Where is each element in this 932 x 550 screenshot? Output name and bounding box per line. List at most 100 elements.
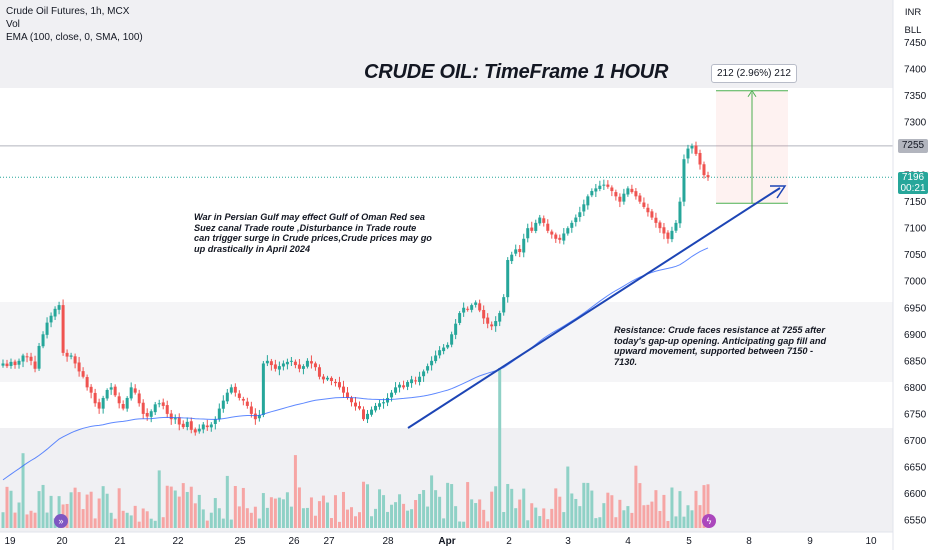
volume-bar: [494, 486, 498, 528]
candle-body: [530, 227, 534, 231]
volume-bar: [109, 512, 113, 528]
candle-body: [482, 309, 486, 319]
volume-bar: [161, 517, 165, 528]
ema-label[interactable]: EMA (100, close, 0, SMA, 100): [6, 32, 143, 43]
candle-body: [358, 406, 362, 409]
candle-body: [470, 305, 474, 310]
volume-bar: [77, 492, 81, 528]
volume-bar: [634, 465, 638, 528]
fast-forward-icon[interactable]: »: [54, 514, 68, 528]
candle-body: [658, 222, 662, 229]
volume-bar: [1, 512, 5, 528]
measure-label[interactable]: 212 (2.96%) 212: [711, 64, 797, 83]
candle-body: [366, 413, 370, 420]
volume-bar: [406, 510, 410, 528]
symbol-label[interactable]: Crude Oil Futures, 1h, MCX: [6, 6, 130, 17]
volume-bar: [121, 510, 125, 528]
volume-bar: [165, 485, 169, 528]
price-tick-label: 6950: [904, 303, 927, 314]
volume-bar: [49, 495, 53, 528]
volume-bar: [89, 491, 93, 528]
volume-bar: [526, 520, 530, 528]
candle-body: [682, 159, 686, 202]
candle-body: [558, 237, 562, 240]
candle-body: [574, 217, 578, 223]
time-tick-label: 26: [288, 536, 300, 547]
candle-body: [165, 405, 169, 414]
time-tick-label: 21: [114, 536, 126, 547]
candle-body: [454, 323, 458, 335]
candle-body: [546, 223, 550, 231]
trendline-arrow-head: [770, 185, 787, 199]
volume-bar: [466, 482, 470, 528]
candle-body: [213, 419, 217, 424]
volume-bar: [578, 506, 582, 528]
volume-bar: [293, 455, 297, 528]
volume-bar: [370, 516, 374, 528]
candle-body: [538, 217, 542, 224]
candle-body: [129, 387, 133, 399]
candle-body: [249, 406, 253, 414]
volume-bar: [129, 515, 133, 528]
volume-bar: [201, 509, 205, 528]
volume-bar: [606, 492, 610, 528]
candle-body: [618, 196, 622, 202]
currency-inr-button[interactable]: INR: [901, 4, 925, 21]
volume-bar: [594, 518, 598, 528]
candle-body: [402, 385, 406, 388]
volume-bar: [474, 503, 478, 528]
volume-bar: [341, 491, 345, 528]
candle-body: [474, 302, 478, 305]
candle-body: [626, 188, 630, 195]
candle-body: [410, 379, 414, 384]
volume-bar: [125, 512, 129, 528]
time-tick-label: 9: [807, 536, 813, 547]
lightning-icon[interactable]: ϟ: [702, 514, 716, 528]
candle-body: [73, 356, 77, 364]
volume-bar: [261, 493, 265, 528]
volume-bar: [354, 516, 357, 528]
volume-bar: [398, 494, 402, 528]
volume-bar: [598, 517, 602, 528]
candle-body: [518, 248, 522, 253]
candle-body: [153, 404, 157, 413]
volume-bar: [690, 510, 694, 528]
candle-body: [638, 195, 642, 202]
volume-bar: [81, 509, 85, 528]
volume-bar: [490, 491, 494, 528]
candle-body: [277, 366, 281, 370]
candle-body: [590, 191, 594, 196]
currency-bll-button[interactable]: BLL: [901, 22, 925, 39]
candle-body: [602, 184, 606, 186]
volume-bar: [658, 510, 662, 528]
candle-body: [406, 382, 410, 387]
candle-body: [189, 421, 193, 430]
candle-body: [378, 403, 382, 407]
candle-body: [450, 334, 454, 345]
volume-bar: [470, 499, 474, 528]
time-tick-label: 10: [865, 536, 877, 547]
candle-body: [13, 361, 17, 366]
volume-bar: [666, 521, 670, 528]
price-tick-label: 6600: [904, 489, 927, 500]
volume-bar: [313, 515, 317, 528]
volume-bar: [422, 490, 426, 528]
time-tick-label: 4: [625, 536, 631, 547]
candle-body: [502, 297, 506, 313]
time-tick-label: 2: [506, 536, 512, 547]
volume-bar: [390, 504, 394, 528]
candle-body: [650, 211, 654, 218]
candles: [1, 141, 710, 436]
volume-bar: [686, 505, 690, 528]
candle-body: [233, 386, 237, 393]
volume-bar: [530, 503, 534, 528]
volume-bar: [674, 516, 678, 528]
volume-bar: [137, 521, 141, 528]
volume-label[interactable]: Vol: [6, 19, 20, 30]
price-tick-label: 7450: [904, 38, 927, 49]
candle-body: [325, 377, 329, 380]
candle-body: [458, 313, 462, 323]
candle-body: [606, 184, 610, 187]
